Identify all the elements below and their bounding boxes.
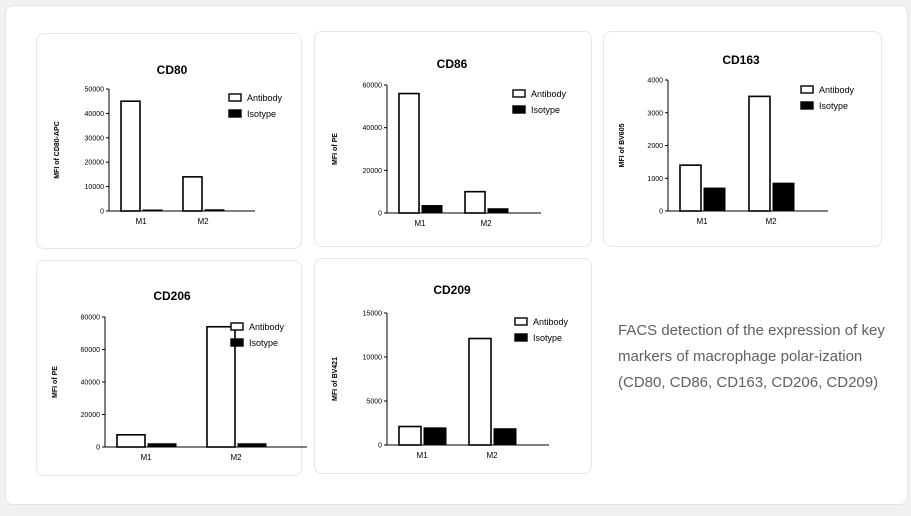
chart-title: CD86 <box>437 57 468 71</box>
y-axis-label: MFI of PE <box>52 366 59 398</box>
y-axis-label: MFI of CD80-APC <box>54 121 61 179</box>
chart-title: CD209 <box>433 283 471 297</box>
chart-card-cd163: CD163 0 1000 2000 3000 4000 MFI of BV605 M1 M2 An… <box>603 31 882 247</box>
y-tick-label: 0 <box>100 209 104 216</box>
bar-antibody-m2 <box>468 337 492 446</box>
y-tick-label: 30000 <box>85 135 105 142</box>
chart-svg: CD209 0 5000 10000 15000 MFI of BV421 M1 M2 Anti… <box>332 283 569 460</box>
chart-card-cd80: CD80 0 10000 20000 30000 40000 50000 MFI of CD8… <box>36 33 302 249</box>
legend-label: Antibody <box>249 322 285 332</box>
x-tick-label: M1 <box>135 217 147 226</box>
chart-card-cd206: CD206 0 20000 40000 60000 80000 MFI of PE M1 M2 A… <box>36 260 307 476</box>
legend-swatch <box>800 85 814 94</box>
chart-svg: CD206 0 20000 40000 60000 80000 MFI of PE M1 M2 A… <box>52 289 307 462</box>
bar-isotype-m2 <box>487 208 509 214</box>
legend-label: Antibody <box>247 93 283 103</box>
bar-isotype-m2 <box>204 209 225 212</box>
y-tick-label: 60000 <box>81 347 101 354</box>
y-tick-label: 40000 <box>81 380 101 387</box>
y-tick-label: 4000 <box>647 78 663 85</box>
bar-antibody-m1 <box>398 92 420 214</box>
bar-isotype-m1 <box>703 187 726 212</box>
x-tick-label: M2 <box>230 453 242 462</box>
legend-label: Isotype <box>533 333 562 343</box>
chart-svg: CD163 0 1000 2000 3000 4000 MFI of BV605 M1 M2 An… <box>619 53 855 226</box>
x-tick-label: M2 <box>197 217 209 226</box>
x-tick-label: M2 <box>480 219 492 228</box>
legend-label: Isotype <box>819 101 848 111</box>
legend-label: Isotype <box>531 105 560 115</box>
bar-antibody-m2 <box>182 176 203 212</box>
bar-isotype-m1 <box>423 427 447 446</box>
chart-title: CD206 <box>153 289 191 303</box>
legend-swatch <box>230 338 244 347</box>
chart-title: CD163 <box>722 53 760 67</box>
bar-isotype-m1 <box>142 209 163 212</box>
y-tick-label: 5000 <box>366 399 382 406</box>
legend-label: Isotype <box>249 338 278 348</box>
legend-label: Isotype <box>247 109 276 119</box>
y-tick-label: 20000 <box>363 168 383 175</box>
y-tick-label: 20000 <box>81 412 101 419</box>
bar-antibody-m1 <box>398 425 422 446</box>
bar-isotype-m2 <box>493 428 517 446</box>
y-tick-label: 2000 <box>647 143 663 150</box>
chart-svg: CD80 0 10000 20000 30000 40000 50000 MFI of CD8… <box>54 63 283 226</box>
bar-antibody-m2 <box>206 325 236 448</box>
legend-swatch <box>800 101 814 110</box>
y-tick-label: 40000 <box>85 111 105 118</box>
x-tick-label: M1 <box>416 451 428 460</box>
x-tick-label: M2 <box>765 217 777 226</box>
x-tick-label: M1 <box>414 219 426 228</box>
y-tick-label: 50000 <box>85 87 105 94</box>
legend-swatch <box>230 322 244 331</box>
y-tick-label: 20000 <box>85 160 105 167</box>
bar-antibody-m1 <box>116 434 146 448</box>
bar-antibody-m1 <box>120 100 141 212</box>
legend-swatch <box>514 317 528 326</box>
y-tick-label: 60000 <box>363 83 383 90</box>
y-tick-label: 3000 <box>647 110 663 117</box>
legend-swatch <box>512 89 526 98</box>
y-tick-label: 0 <box>378 443 382 450</box>
chart-card-cd86: CD86 0 20000 40000 60000 MFI of PE M1 M2 Antibod… <box>314 31 592 247</box>
bar-isotype-m1 <box>147 443 177 448</box>
y-tick-label: 0 <box>659 209 663 216</box>
y-tick-label: 0 <box>378 211 382 218</box>
bar-antibody-m2 <box>748 95 771 212</box>
y-tick-label: 1000 <box>647 176 663 183</box>
legend-label: Antibody <box>533 317 569 327</box>
y-tick-label: 80000 <box>81 315 101 322</box>
bar-isotype-m2 <box>237 443 267 448</box>
y-axis-label: MFI of PE <box>332 133 339 165</box>
legend-swatch <box>228 109 242 118</box>
legend-label: Antibody <box>531 89 567 99</box>
bar-isotype-m2 <box>772 182 795 212</box>
figure-caption: FACS detection of the expression of key … <box>618 322 885 391</box>
y-axis-label: MFI of BV421 <box>332 357 339 401</box>
y-tick-label: 0 <box>96 445 100 452</box>
chart-title: CD80 <box>157 63 188 77</box>
legend-swatch <box>228 93 242 102</box>
legend-swatch <box>512 105 526 114</box>
x-tick-label: M1 <box>140 453 152 462</box>
x-tick-label: M1 <box>696 217 708 226</box>
x-tick-label: M2 <box>486 451 498 460</box>
bar-antibody-m1 <box>679 164 702 212</box>
legend-label: Antibody <box>819 85 855 95</box>
bar-antibody-m2 <box>464 190 486 214</box>
y-tick-label: 10000 <box>85 184 105 191</box>
y-tick-label: 10000 <box>363 355 383 362</box>
y-axis-label: MFI of BV605 <box>619 123 626 167</box>
y-tick-label: 15000 <box>363 311 383 318</box>
legend-swatch <box>514 333 528 342</box>
chart-card-cd209: CD209 0 5000 10000 15000 MFI of BV421 M1 M2 Anti… <box>314 258 592 474</box>
y-tick-label: 40000 <box>363 125 383 132</box>
chart-svg: CD86 0 20000 40000 60000 MFI of PE M1 M2 Antibod… <box>332 57 567 228</box>
bar-isotype-m1 <box>421 205 443 214</box>
